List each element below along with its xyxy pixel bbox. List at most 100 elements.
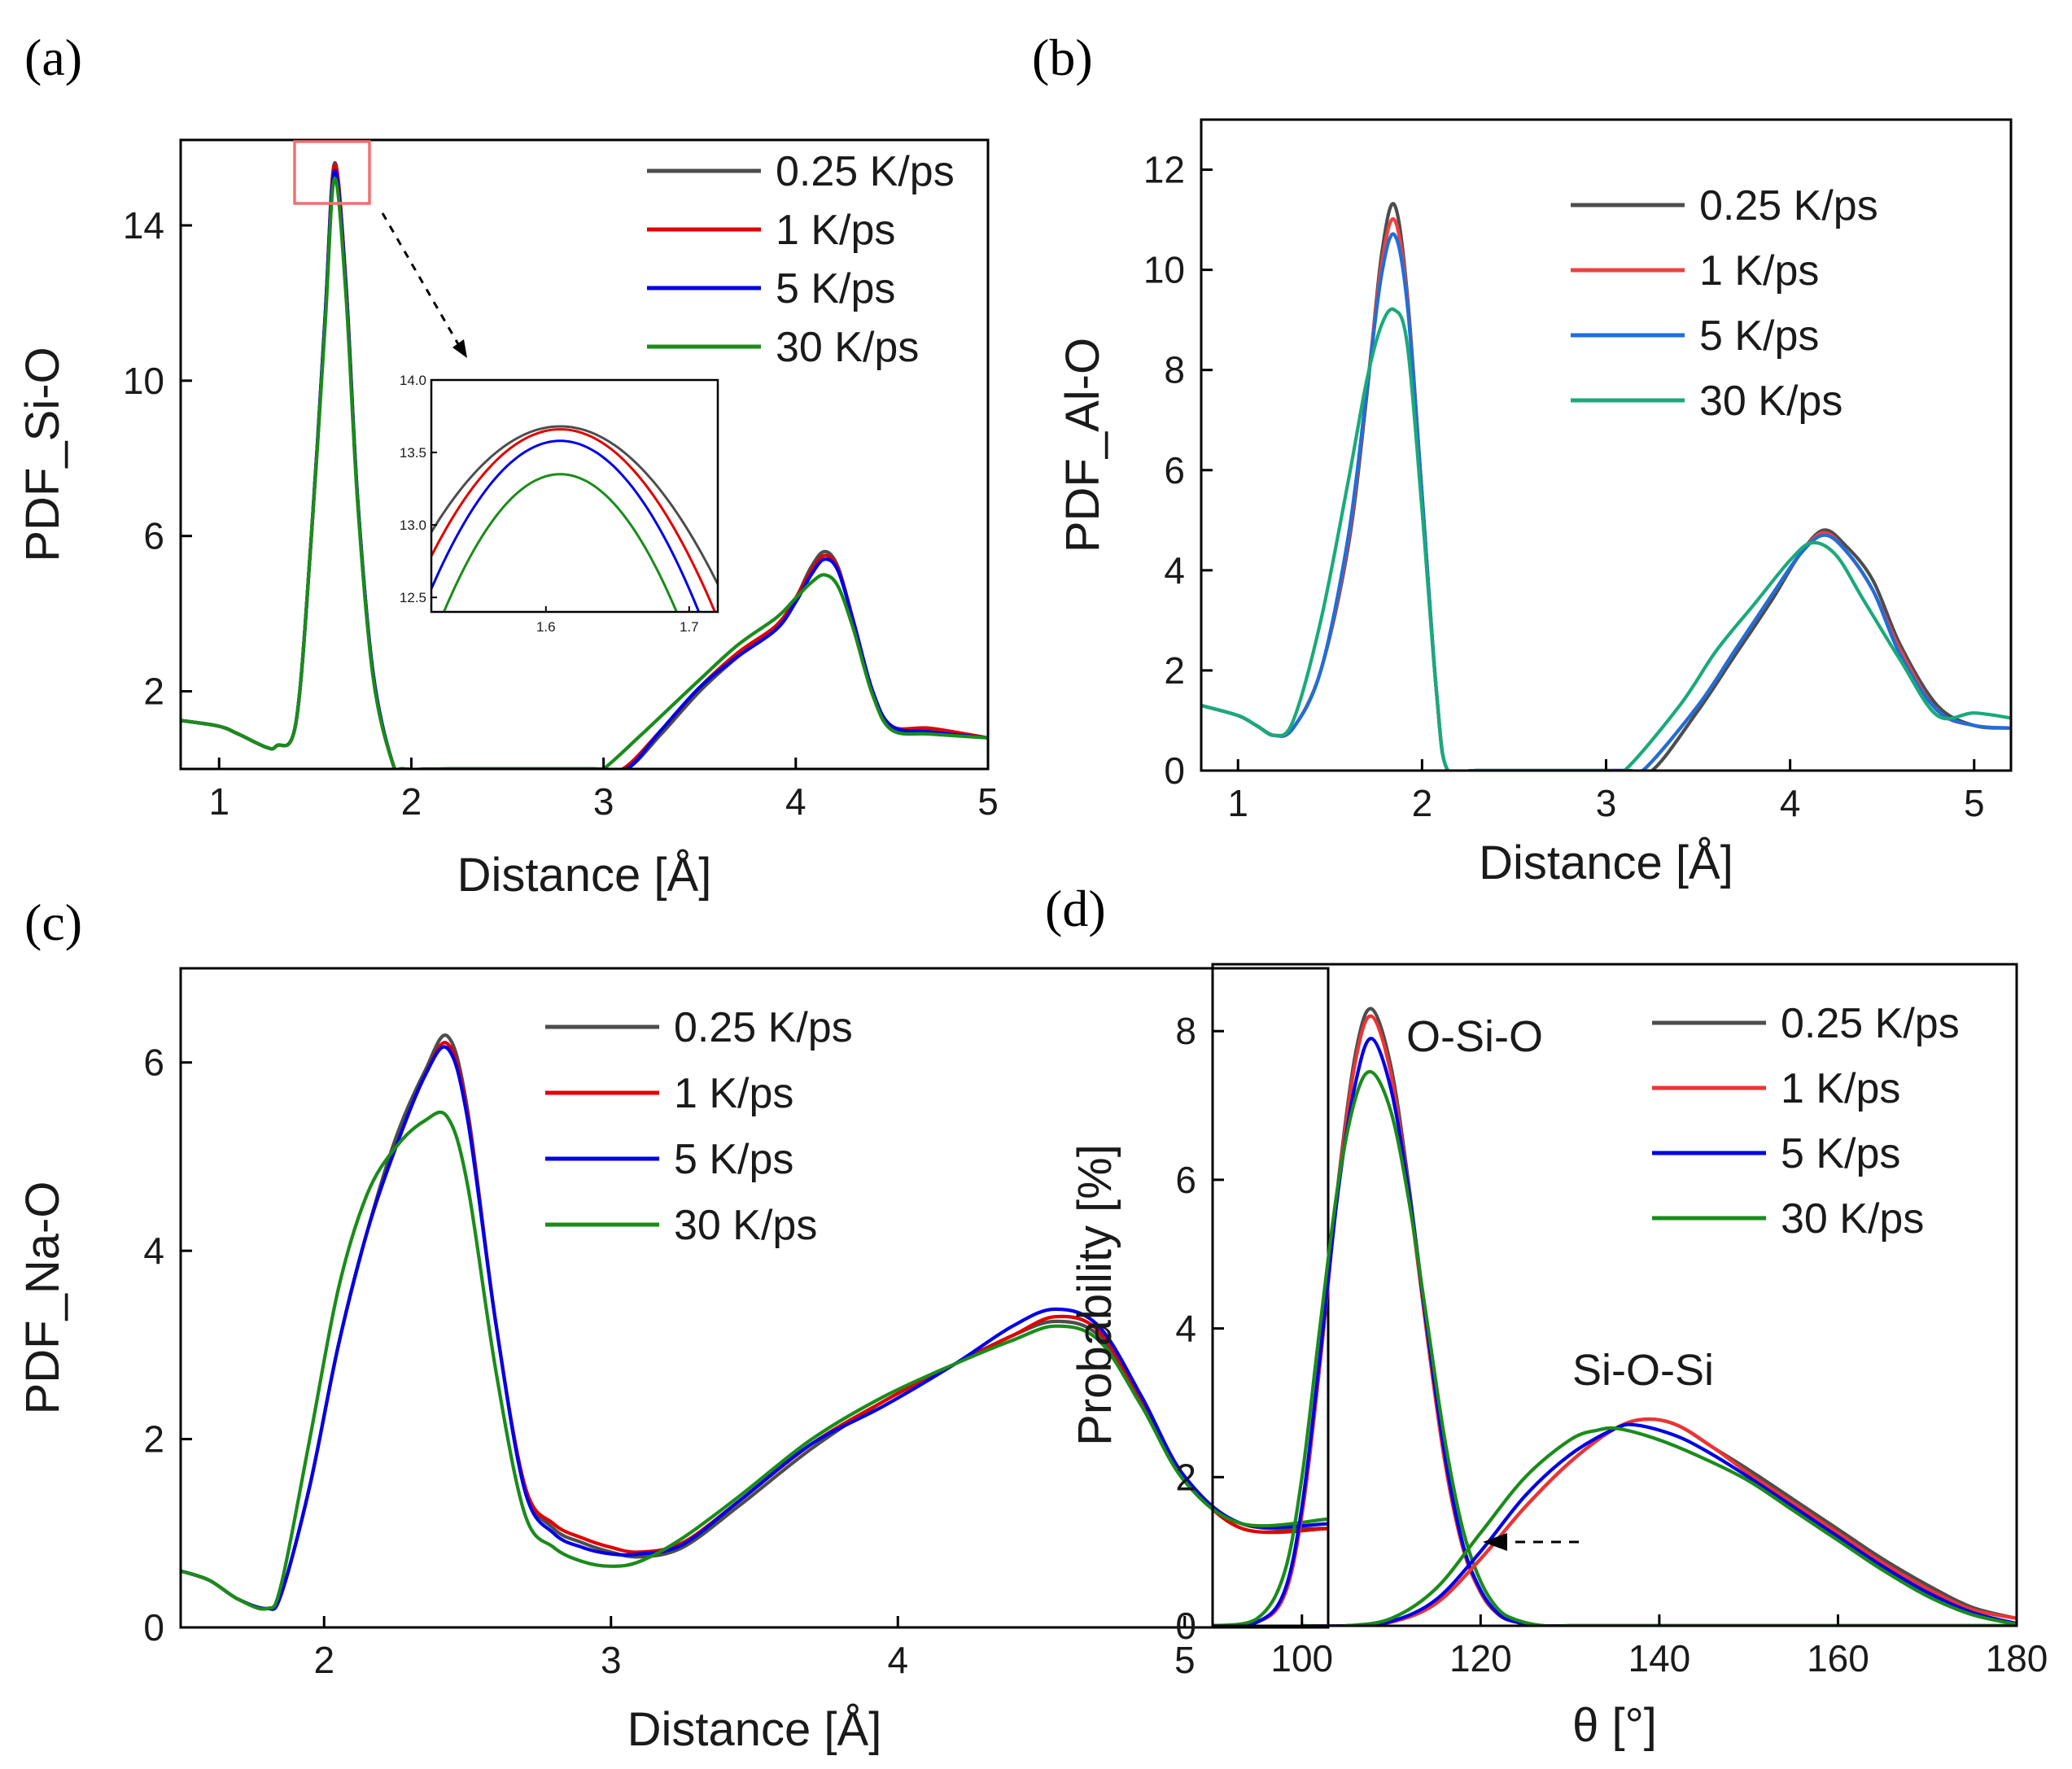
y-tick-label: 2 — [1175, 1456, 1196, 1498]
series-group — [1213, 1007, 2017, 1626]
series-group — [1201, 202, 2011, 771]
inset-y-tick-label: 14.0 — [400, 373, 426, 388]
y-tick-label: 4 — [1164, 549, 1185, 592]
legend-label: 1 K/ps — [674, 1070, 793, 1117]
y-tick-label: 12 — [1143, 149, 1185, 191]
zoom-arrow-head — [452, 339, 467, 358]
legend-label: 30 K/ps — [674, 1202, 817, 1249]
inset-line-0-25-K-ps — [431, 425, 718, 585]
legend-label: 5 K/ps — [776, 265, 895, 312]
y-tick-label: 10 — [123, 360, 164, 402]
series-line-si-o-si-30-K-ps — [1301, 1426, 2017, 1626]
x-tick-label: 140 — [1628, 1637, 1691, 1679]
legend: 0.25 K/ps 1 K/ps 5 K/ps 30 K/ps — [1571, 182, 1878, 425]
y-axis-title: PDF_Al-O — [1056, 338, 1109, 553]
x-tick-label: 100 — [1270, 1637, 1333, 1679]
inset-line-1-K-ps — [431, 428, 717, 612]
y-tick-label: 2 — [1164, 649, 1185, 692]
annotation-si-o-si: Si-O-Si — [1572, 1346, 1714, 1395]
panel-label: (b) — [1032, 28, 1093, 86]
legend-label: 0.25 K/ps — [776, 148, 955, 195]
x-tick-label: 3 — [1596, 782, 1617, 824]
zoom-arrow-line — [381, 212, 462, 349]
legend-label: 30 K/ps — [776, 324, 919, 371]
inset-y-tick-label: 13.5 — [400, 445, 426, 461]
y-tick-label: 6 — [143, 515, 164, 557]
inset-line-30-K-ps — [442, 473, 678, 612]
legend: 0.25 K/ps 1 K/ps 5 K/ps 30 K/ps — [647, 148, 955, 371]
x-tick-label: 2 — [313, 1639, 334, 1681]
x-axis-title: θ [°] — [1572, 1699, 1657, 1752]
y-tick-label: 0 — [143, 1606, 164, 1649]
series-line-main-0-25-K-ps — [181, 1033, 1328, 1611]
inset-x-tick-label: 1.6 — [536, 619, 556, 635]
x-tick-label: 3 — [593, 780, 614, 823]
y-tick-label: 4 — [143, 1230, 164, 1272]
legend: 0.25 K/ps 1 K/ps 5 K/ps 30 K/ps — [545, 1004, 853, 1249]
x-axis-title: Distance [Å] — [627, 1703, 882, 1756]
legend-label: 1 K/ps — [1699, 247, 1819, 295]
y-tick-label: 4 — [1175, 1308, 1196, 1350]
zoom-box — [293, 140, 371, 205]
series-line-si-o-si-5-K-ps — [1301, 1422, 2017, 1626]
y-axis-title: PDF_Si-O — [16, 347, 69, 561]
axes-frame — [179, 967, 1330, 1629]
y-tick-label: 0 — [1164, 749, 1185, 792]
y-tick-label: 0 — [1175, 1605, 1196, 1647]
series-line-main-5-K-ps — [181, 1045, 1328, 1611]
series-line-si-o-si-0-25-K-ps — [1301, 1417, 2017, 1626]
series-group — [181, 161, 988, 769]
legend-label: 5 K/ps — [1781, 1130, 1900, 1177]
legend-label: 5 K/ps — [674, 1136, 793, 1183]
x-tick-label: 4 — [887, 1639, 908, 1681]
series-line-main-0-25-K-ps — [1201, 202, 2011, 771]
series-group — [181, 1033, 1328, 1611]
x-axis-title: Distance [Å] — [1479, 836, 1733, 889]
axes-frame — [179, 138, 990, 771]
inset-y-tick-label: 13.0 — [400, 518, 426, 533]
series-line-main-30-K-ps — [1213, 1069, 2017, 1626]
series-line-main-1-K-ps — [1201, 216, 2011, 771]
series-line-main-5-K-ps — [1201, 232, 2011, 771]
panel-label: (c) — [24, 893, 82, 951]
x-tick-label: 4 — [1780, 782, 1801, 824]
x-tick-label: 1 — [208, 780, 229, 823]
x-tick-label: 3 — [601, 1639, 622, 1681]
y-axis-title: Probability [%] — [1069, 1144, 1121, 1446]
axes-frame — [1200, 118, 2013, 772]
x-tick-label: 5 — [1174, 1639, 1196, 1681]
x-tick-label: 160 — [1807, 1637, 1869, 1679]
y-tick-label: 6 — [1164, 449, 1185, 491]
series-line-main-5-K-ps — [1213, 1037, 2017, 1626]
x-tick-label: 5 — [1964, 782, 1985, 824]
x-tick-label: 1 — [1227, 782, 1248, 824]
y-tick-label: 2 — [143, 670, 164, 713]
series-line-main-30-K-ps — [181, 1110, 1328, 1611]
series-line-si-o-si-1-K-ps — [1301, 1417, 2017, 1626]
panel-label: (a) — [24, 28, 82, 86]
x-tick-label: 2 — [1412, 782, 1433, 824]
panel-a: (a) 1 2 3 4 5 2 6 10 14 Distance [Å] PDF_Si-O 0.25 K… — [16, 28, 999, 902]
legend-label: 0.25 K/ps — [674, 1004, 853, 1051]
inset-y-tick-label: 12.5 — [400, 590, 426, 605]
axes-frame — [1211, 963, 2018, 1627]
y-tick-label: 6 — [143, 1042, 164, 1084]
legend-label: 30 K/ps — [1781, 1195, 1924, 1243]
y-tick-label: 8 — [1164, 349, 1185, 391]
inset-frame — [430, 378, 719, 614]
x-tick-label: 2 — [401, 780, 422, 823]
legend-label: 1 K/ps — [776, 207, 895, 254]
panel-d: (d) 100 120 140 160 180 0 2 4 6 8 θ [°] Probability … — [1045, 880, 2048, 1752]
legend-label: 5 K/ps — [1699, 312, 1819, 360]
x-tick-label: 180 — [1986, 1637, 2048, 1679]
series-line-main-1-K-ps — [181, 1041, 1328, 1611]
legend-label: 0.25 K/ps — [1781, 1000, 1960, 1047]
x-tick-label: 4 — [785, 780, 807, 823]
y-tick-label: 6 — [1175, 1159, 1196, 1201]
legend-label: 30 K/ps — [1699, 378, 1843, 425]
y-tick-label: 10 — [1143, 249, 1185, 291]
crossing-arrow-head — [1483, 1533, 1507, 1551]
